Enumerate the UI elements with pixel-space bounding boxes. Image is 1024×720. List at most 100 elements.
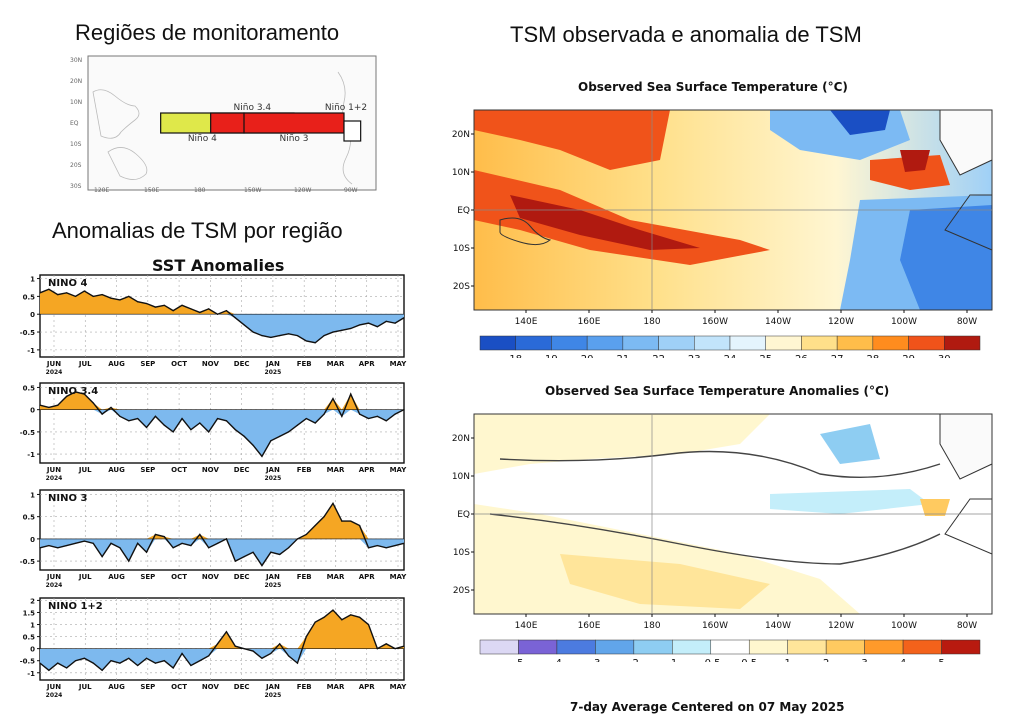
sst-hot-ne bbox=[900, 150, 930, 172]
month-tick-label: OCT bbox=[171, 466, 187, 474]
anom-colorbar-swatch bbox=[672, 639, 712, 655]
month-tick-label: AUG bbox=[108, 466, 125, 474]
anomaly-point bbox=[367, 322, 370, 324]
anomaly-point bbox=[190, 544, 192, 547]
y-tick-label: 0.5 bbox=[23, 634, 36, 642]
anomaly-point bbox=[208, 308, 210, 310]
anomaly-point bbox=[110, 406, 112, 409]
anomaly-point bbox=[101, 669, 103, 671]
region-box-ni-o-1-2 bbox=[343, 120, 362, 142]
footer-caption: 7-day Average Centered on 07 May 2025 bbox=[570, 700, 845, 714]
anomaly-point bbox=[225, 420, 228, 422]
anomaly-point bbox=[323, 335, 325, 337]
month-tick-label: DEC bbox=[234, 573, 250, 581]
year-label: 2025 bbox=[265, 582, 282, 589]
sst-colorbar-swatch bbox=[908, 335, 945, 351]
positive-anomaly-area bbox=[40, 289, 404, 315]
anomaly-point bbox=[48, 406, 50, 409]
y-tick-label: 0.5 bbox=[23, 293, 36, 301]
anom-colorbar-label: 3 bbox=[861, 658, 867, 662]
anom-colorbar-swatch bbox=[787, 639, 827, 655]
region-lat-label: 10S bbox=[70, 141, 82, 148]
sst-cold-se bbox=[900, 205, 992, 310]
sst-colorbar-label: 26 bbox=[795, 354, 808, 358]
anomaly-point bbox=[137, 542, 139, 544]
anomaly-point bbox=[234, 560, 236, 562]
panel-label: NINO 1+2 bbox=[48, 601, 103, 612]
anom-colorbar-swatch bbox=[595, 639, 635, 655]
sst-lat-label: 20N bbox=[452, 130, 470, 140]
sst-lon-label: 120W bbox=[828, 317, 854, 327]
anomaly-point bbox=[39, 292, 41, 294]
region-lat-label: 20N bbox=[70, 78, 82, 85]
anomaly-point bbox=[234, 645, 236, 647]
sst-warm-nw bbox=[474, 110, 670, 170]
region-label: Niño 3.4 bbox=[234, 103, 272, 113]
anomaly-point bbox=[261, 335, 263, 337]
anomaly-point bbox=[234, 429, 236, 431]
anomaly-point bbox=[190, 664, 192, 667]
anom-pos-north bbox=[474, 414, 770, 474]
region-lat-label: 20S bbox=[70, 162, 82, 169]
month-tick-label: FEB bbox=[297, 573, 312, 581]
anom-colorbar-swatch bbox=[748, 639, 788, 655]
anomaly-point bbox=[128, 657, 130, 659]
sst-lat-label: EQ bbox=[457, 206, 470, 216]
anom-lat-label: EQ bbox=[457, 510, 470, 520]
anom-lon-label: 80W bbox=[957, 621, 977, 631]
sst-warm-band bbox=[474, 170, 770, 265]
region-lon-label: 150W bbox=[244, 187, 261, 194]
anomaly-point bbox=[225, 310, 228, 312]
month-tick-label: MAR bbox=[327, 683, 345, 691]
anom-colorbar-label: -0.5 bbox=[701, 658, 721, 662]
anomaly-point bbox=[350, 520, 352, 522]
anomaly-point bbox=[128, 295, 130, 297]
sst-anomalies-title: SST Anomalies bbox=[152, 256, 285, 275]
anomaly-point bbox=[216, 643, 219, 645]
anomaly-point bbox=[385, 420, 387, 422]
anomaly-point bbox=[296, 335, 299, 337]
anomaly-point bbox=[128, 420, 130, 422]
region-lon-label: 120E bbox=[94, 187, 109, 194]
month-tick-label: APR bbox=[359, 573, 376, 581]
anomaly-point bbox=[332, 502, 334, 504]
y-tick-label: -1 bbox=[27, 451, 35, 459]
anomaly-point bbox=[376, 544, 378, 547]
month-tick-label: NOV bbox=[202, 683, 220, 691]
anomaly-point bbox=[367, 417, 370, 420]
sst-lon-label: 100W bbox=[891, 317, 917, 327]
anomaly-point bbox=[208, 431, 210, 433]
month-tick-label: MAY bbox=[390, 466, 408, 474]
panel-label: NINO 3 bbox=[48, 493, 87, 504]
anom-lon-label: 120W bbox=[828, 621, 854, 631]
anomaly-point bbox=[287, 333, 290, 335]
y-tick-label: 1.5 bbox=[23, 609, 36, 617]
sst-colorbar-label: 22 bbox=[652, 354, 665, 358]
anomaly-point bbox=[48, 669, 50, 671]
anom-colorbar-label: -5 bbox=[513, 658, 523, 662]
anom-colorbar-swatch bbox=[902, 639, 942, 655]
anomaly-point bbox=[181, 652, 183, 655]
anomaly-point bbox=[172, 431, 174, 433]
anomaly-point bbox=[154, 415, 157, 417]
anomaly-point bbox=[128, 560, 130, 562]
month-tick-label: NOV bbox=[202, 573, 220, 581]
anomaly-point bbox=[350, 393, 352, 395]
region-map-coast-aus bbox=[107, 147, 148, 180]
region-lat-label: EQ bbox=[70, 120, 79, 127]
month-tick-label: DEC bbox=[234, 683, 250, 691]
anomaly-point bbox=[57, 294, 59, 296]
month-tick-label: JUL bbox=[78, 360, 92, 368]
anomaly-point bbox=[323, 616, 325, 618]
anom-colorbar-swatch bbox=[633, 639, 673, 655]
anomaly-point bbox=[92, 402, 94, 404]
anomaly-series-line bbox=[39, 391, 405, 458]
month-tick-label: MAY bbox=[390, 683, 408, 691]
anom-lon-label: 160W bbox=[702, 621, 728, 631]
region-box-ni-o-3 bbox=[243, 112, 345, 134]
anomaly-point bbox=[39, 404, 41, 406]
sst-colorbar-swatch bbox=[765, 335, 802, 351]
region-label: Niño 1+2 bbox=[325, 103, 367, 113]
anomaly-point bbox=[181, 542, 183, 544]
anomaly-point bbox=[243, 324, 245, 326]
